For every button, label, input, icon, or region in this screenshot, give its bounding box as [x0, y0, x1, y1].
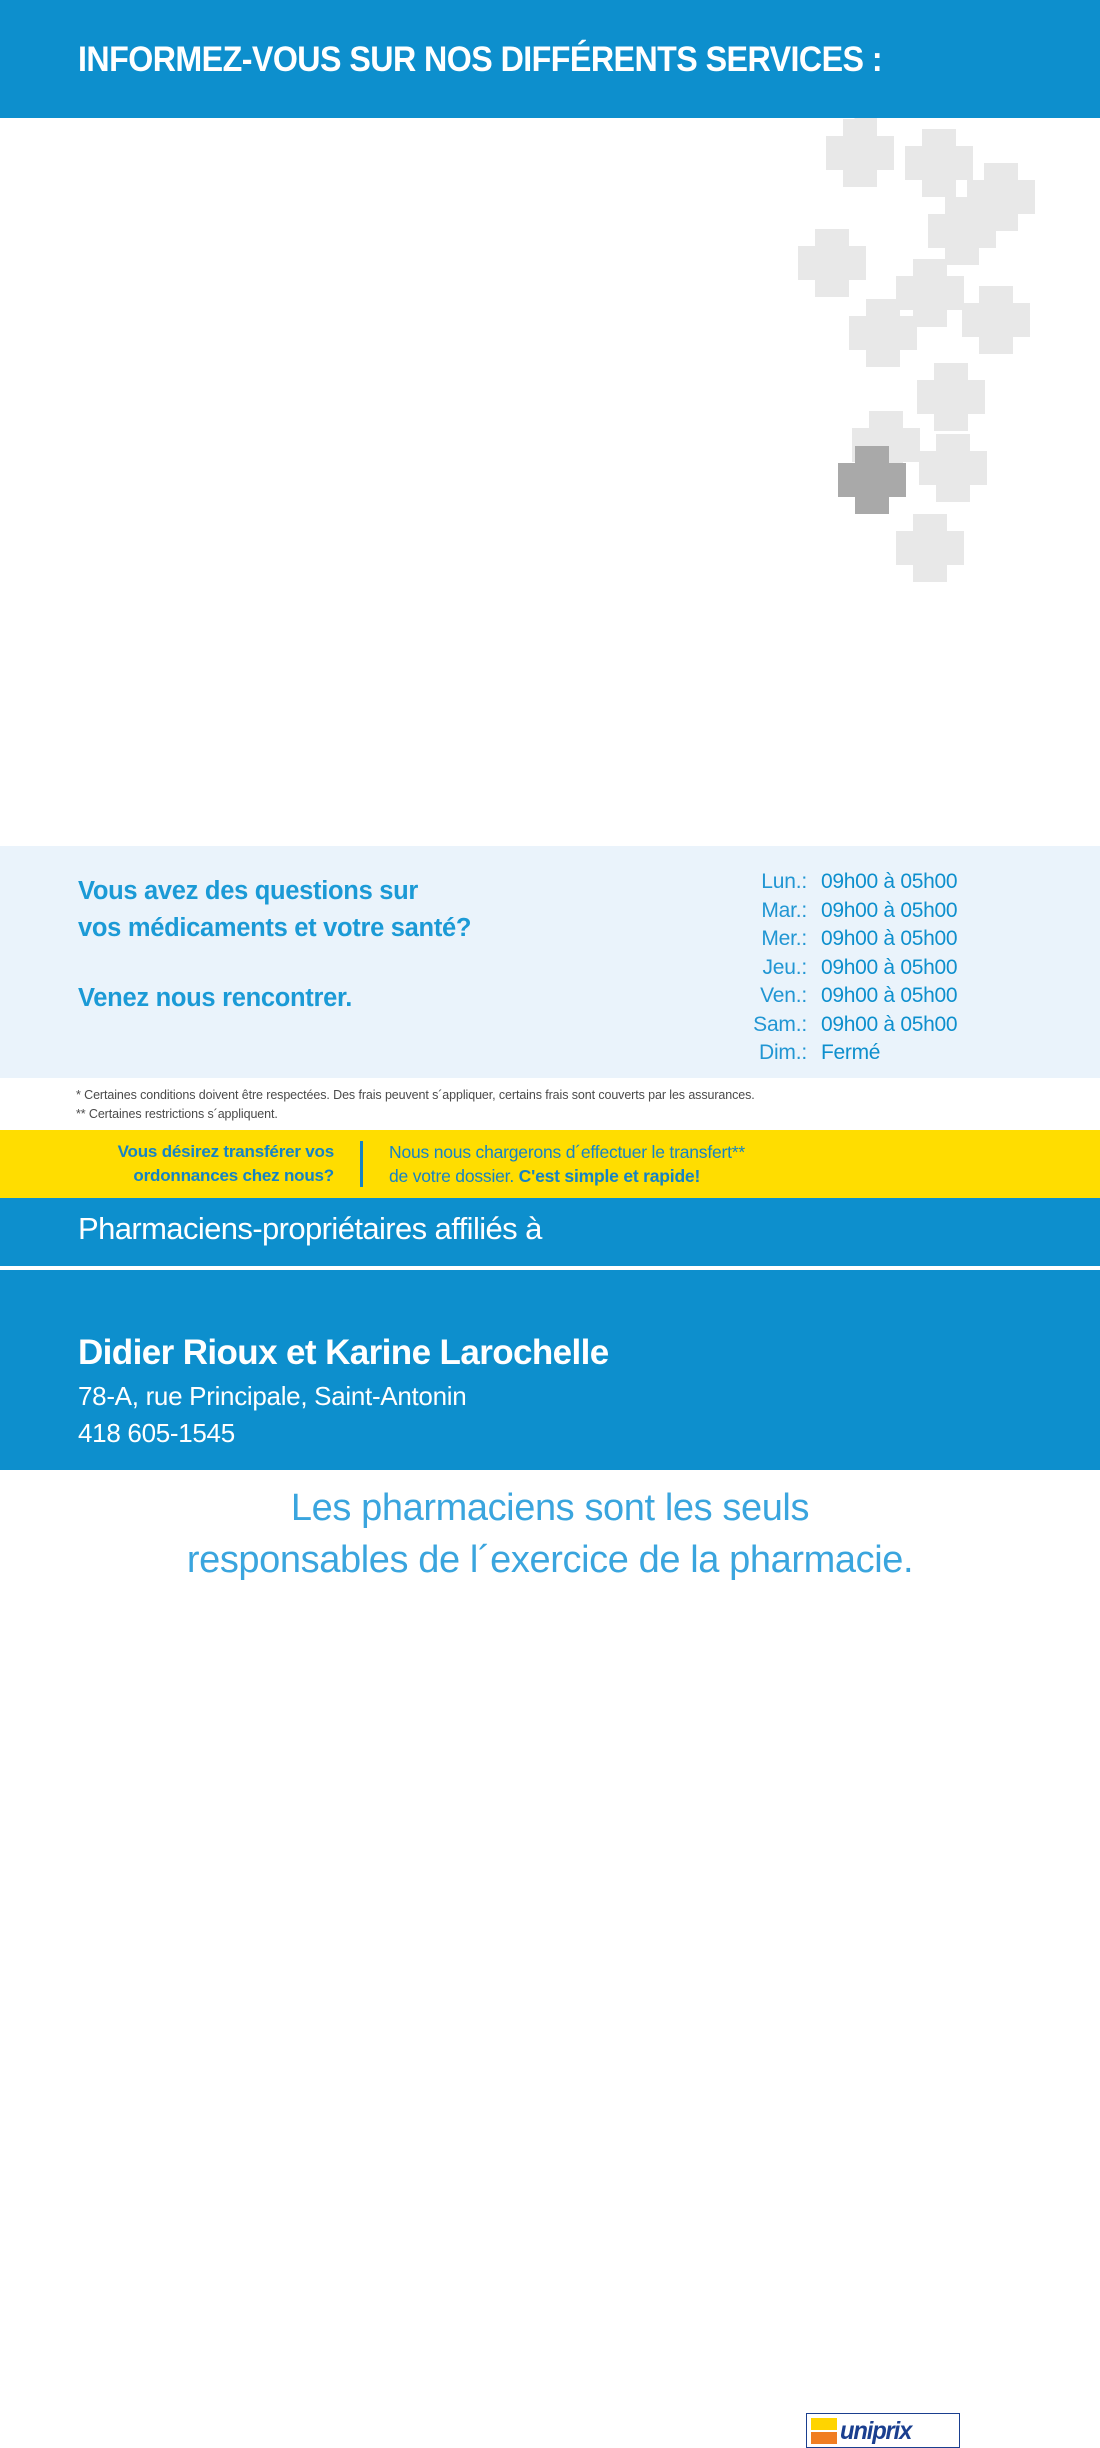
uniprix-yellow-bar-icon	[811, 2418, 837, 2430]
hours-row: Jeu.: 09h00 à 05h00	[735, 956, 1035, 985]
hours-day-label: Jeu.:	[762, 955, 807, 979]
hours-day-label: Ven.:	[760, 984, 807, 1007]
info-cta: Venez nous rencontrer.	[78, 984, 352, 1012]
hours-row: Sam.: 09h00 à 05h00	[735, 1013, 1035, 1042]
hours-day-value: 09h00 à 05h00	[821, 898, 958, 922]
hours-day-label: Dim.:	[759, 1041, 807, 1064]
transfer-banner: Vous désirez transférer vos ordonnances …	[0, 1130, 1100, 1198]
hours-day-value: 09h00 à 05h00	[821, 927, 958, 950]
opening-hours-table: Lun.: 09h00 à 05h00 Mar.: 09h00 à 05h00 …	[735, 870, 1035, 1070]
affiliation-separator	[0, 1266, 1100, 1270]
hours-day-value: 09h00 à 05h00	[821, 870, 958, 893]
disclaimer-line-2: ** Certaines restrictions s´appliquent.	[76, 1107, 278, 1121]
hours-day-value: 09h00 à 05h00	[821, 984, 958, 1007]
uniprix-wordmark: uniprix	[840, 2417, 912, 2445]
hours-day-label: Lun.:	[761, 870, 807, 893]
info-question-line2: vos médicaments et votre santé?	[78, 914, 472, 942]
hours-row: Mer.: 09h00 à 05h00	[735, 927, 1035, 956]
hours-row: Mar.: 09h00 à 05h00	[735, 899, 1035, 928]
transfer-answer-line1: Nous nous chargerons d´effectuer le tran…	[389, 1142, 746, 1162]
hours-row: Ven.: 09h00 à 05h00	[735, 984, 1035, 1013]
hours-day-value: Fermé	[821, 1041, 881, 1064]
disclaimer-line-1: * Certaines conditions doivent être resp…	[76, 1088, 755, 1102]
pharmacy-phone[interactable]: 418 605-1545	[78, 1418, 235, 1448]
disclaimer-block: * Certaines conditions doivent être resp…	[76, 1086, 1026, 1124]
info-question: Vous avez des questions sur vos médicame…	[78, 873, 678, 947]
transfer-answer: Nous nous chargerons d´effectuer le tran…	[363, 1140, 745, 1188]
info-question-line1: Vous avez des questions sur	[78, 877, 419, 905]
footer-tagline: Les pharmaciens sont les seuls responsab…	[0, 1482, 1100, 1586]
hours-day-label: Mer.:	[761, 927, 807, 950]
page-title: INFORMEZ-VOUS SUR NOS DIFFÉRENTS SERVICE…	[78, 40, 883, 79]
hours-day-label: Mar.:	[761, 898, 807, 922]
transfer-question-line2: ordonnances chez nous?	[133, 1166, 334, 1185]
info-panel: Vous avez des questions sur vos médicame…	[0, 846, 1100, 1078]
cross-pattern-decoration	[798, 118, 1035, 582]
hours-day-value: 09h00 à 05h00	[821, 955, 958, 979]
transfer-question: Vous désirez transférer vos ordonnances …	[0, 1140, 360, 1188]
pharmacist-names: Didier Rioux et Karine Larochelle	[78, 1333, 609, 1372]
uniprix-orange-bar-icon	[811, 2432, 837, 2444]
footer-tagline-line2: responsables de l´exercice de la pharmac…	[186, 1539, 914, 1581]
content-area: D09972	[0, 118, 1100, 940]
hours-day-label: Sam.:	[753, 1012, 807, 1036]
uniprix-logo: uniprix	[806, 2413, 960, 2448]
hours-row: Lun.: 09h00 à 05h00	[735, 870, 1035, 899]
transfer-answer-line2: de votre dossier. C'est simple et rapide…	[389, 1164, 745, 1188]
hours-day-value: 09h00 à 05h00	[821, 1012, 958, 1036]
transfer-answer-bold: C'est simple et rapide!	[518, 1166, 701, 1186]
info-message-block: Vous avez des questions sur vos médicame…	[78, 873, 678, 1013]
pharmacy-street: 78-A, rue Principale, Saint-Antonin	[78, 1381, 467, 1411]
footer-tagline-line1: Les pharmaciens sont les seuls	[290, 1487, 810, 1529]
transfer-question-line1: Vous désirez transférer vos	[117, 1142, 335, 1161]
affiliation-label: Pharmaciens-propriétaires affiliés à	[78, 1211, 542, 1246]
header-banner: INFORMEZ-VOUS SUR NOS DIFFÉRENTS SERVICE…	[0, 0, 1100, 118]
transfer-divider	[360, 1141, 363, 1187]
pharmacy-address-block: Didier Rioux et Karine Larochelle 78-A, …	[0, 1270, 1100, 1470]
hours-row: Dim.: Fermé	[735, 1041, 1035, 1070]
affiliation-bar: Pharmaciens-propriétaires affiliés à uni…	[0, 1198, 1100, 2448]
transfer-answer-normal: de votre dossier.	[389, 1166, 519, 1186]
